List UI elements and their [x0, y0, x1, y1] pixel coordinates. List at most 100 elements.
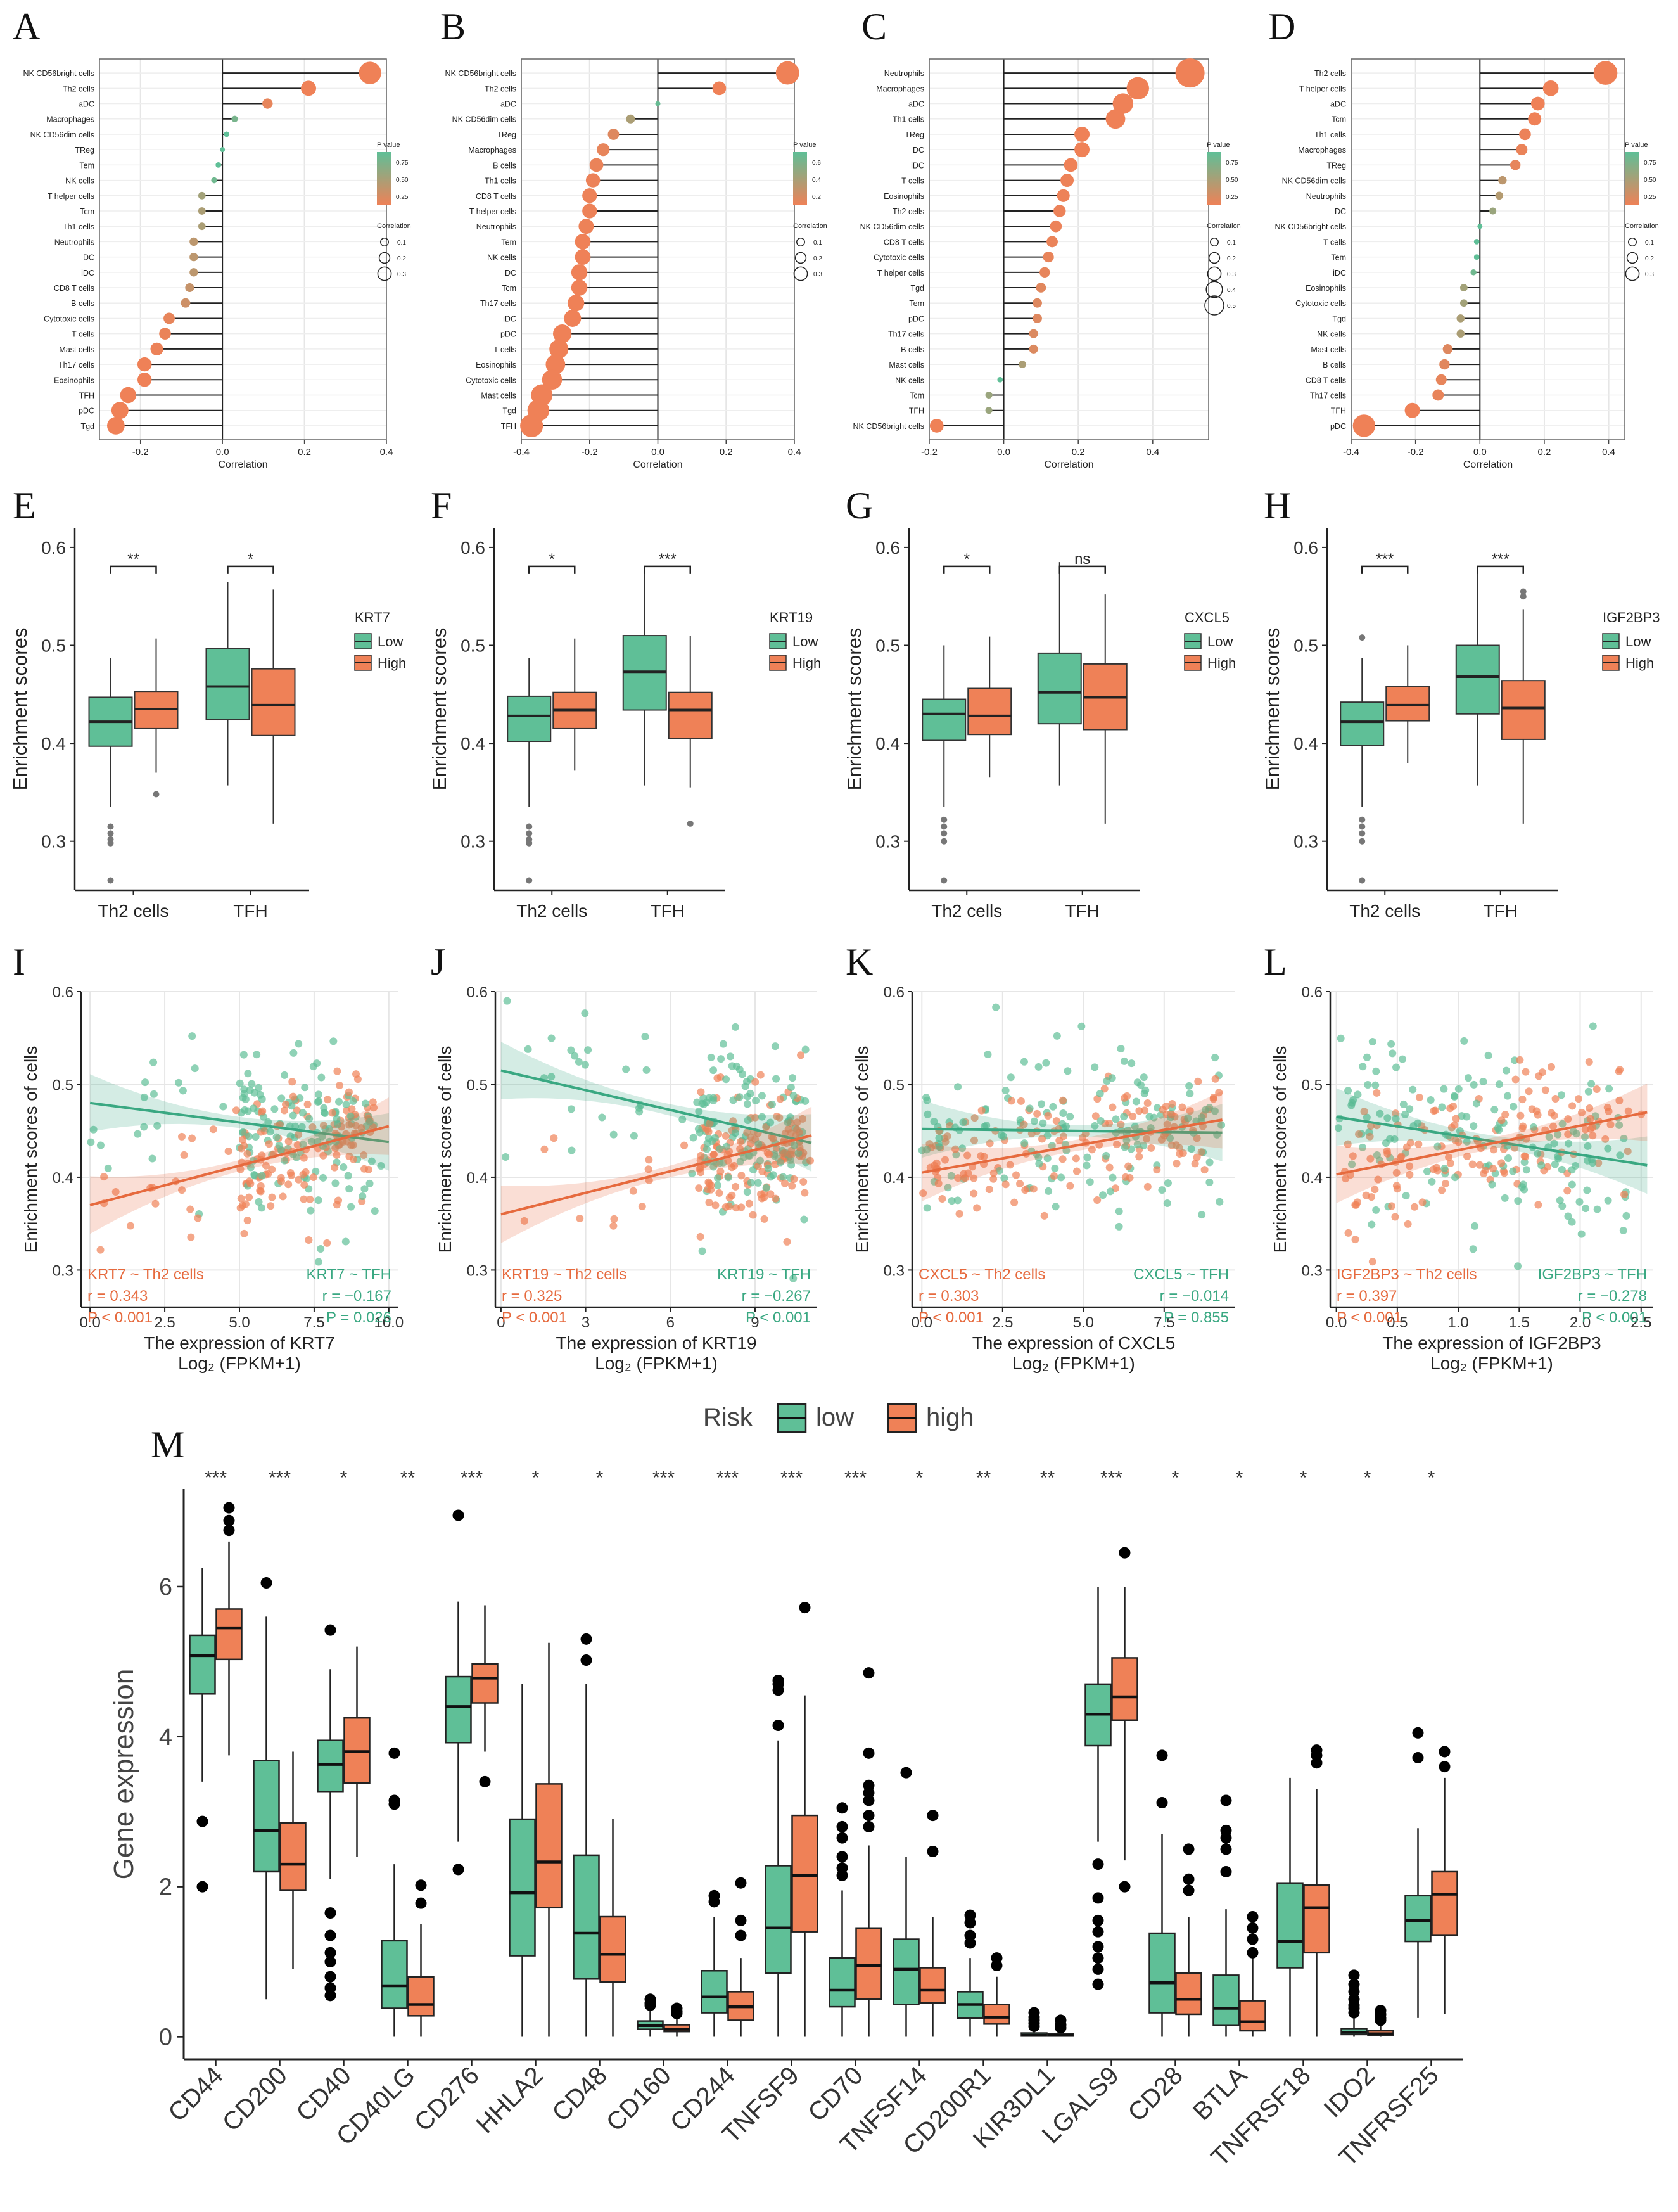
scatter-point-low — [1577, 1230, 1586, 1238]
legend-tick-label: 0.75 — [396, 160, 409, 167]
x-tick-label: 0.0 — [216, 447, 229, 457]
scatter-point-low — [1337, 1034, 1345, 1042]
scatter-point-high — [1209, 1094, 1217, 1102]
scatter-point-high — [793, 1125, 801, 1134]
legend-size-circle — [796, 238, 805, 246]
scatter-point-low — [1376, 1109, 1384, 1118]
y-tick-label: NK CD56bright cells — [853, 422, 924, 431]
scatter-point-low — [922, 1094, 931, 1102]
scatter-point-low — [1550, 1139, 1558, 1148]
scatter-point-low — [609, 1130, 618, 1139]
panel-label-F: F — [431, 485, 452, 527]
y-tick-label: Cytotoxic cells — [466, 376, 516, 385]
scatter-point-high — [1079, 1134, 1087, 1142]
lollipop-panel-B: NK CD56bright cells Th2 cells aDC NK CD56di… — [445, 58, 827, 470]
stat-r-low: r = −0.014 — [1160, 1288, 1229, 1305]
legend-title: Correlation — [1625, 222, 1659, 230]
scatter-point-high — [1058, 1155, 1067, 1163]
scatter-point-low — [1501, 1194, 1509, 1202]
box-outlier — [1092, 1941, 1104, 1953]
scatter-point-low — [947, 1172, 955, 1180]
y-tick-label: NK CD56bright cells — [1274, 222, 1346, 231]
y-tick-label: Macrophages — [876, 84, 924, 93]
legend-title: Risk — [703, 1403, 753, 1431]
scatter-point-high — [951, 1145, 960, 1153]
y-tick-label: TFH — [501, 422, 516, 431]
scatter-point-low — [340, 1163, 348, 1171]
scatter-point-high — [730, 1161, 739, 1170]
panel-label-K: K — [846, 941, 873, 983]
x-tick-label: 0.2 — [720, 447, 733, 457]
y-tick-label: pDC — [908, 314, 924, 323]
scatter-point-low — [255, 1198, 263, 1206]
scatter-point-high — [1167, 1110, 1176, 1118]
x-tick-label: 0.0 — [651, 447, 664, 457]
scatter-point-high — [1052, 1117, 1060, 1125]
legend-label-low: low — [816, 1403, 854, 1431]
lollipop-dot — [1442, 344, 1453, 354]
scatter-point-low — [1108, 1074, 1116, 1082]
significance-label: *** — [659, 551, 677, 568]
scatter-point-high — [1589, 1132, 1597, 1140]
scatter-point-low — [1368, 1220, 1376, 1229]
scatter-point-high — [540, 1145, 549, 1153]
box-low — [509, 1818, 536, 1957]
legend-title: P value — [1625, 141, 1648, 149]
scatter-point-high — [240, 1229, 248, 1237]
y-tick-label: Neutrophils — [54, 238, 94, 246]
scatter-point-high — [1105, 1163, 1114, 1172]
scatter-point-low — [935, 1134, 943, 1142]
scatter-point-low — [272, 1133, 281, 1141]
scatter-point-high — [737, 1172, 746, 1180]
y-tick-label: Tgd — [80, 422, 94, 431]
scatter-point-low — [313, 1059, 321, 1068]
scatter-point-low — [281, 1156, 289, 1165]
scatter-point-low — [1102, 1151, 1110, 1160]
scatter-point-high — [550, 1134, 558, 1142]
scatter-point-low — [1131, 1122, 1139, 1130]
scatter-point-high — [364, 1165, 372, 1173]
scatter-point-high — [1135, 1153, 1143, 1161]
y-axis-title: Enrichment scores of cells — [852, 1046, 872, 1253]
legend-tick-label: 0.2 — [813, 255, 822, 262]
scatter-point-high — [236, 1204, 245, 1212]
scatter-point-low — [1112, 1115, 1120, 1123]
box-outlier — [1092, 1952, 1104, 1964]
y-tick-label: Cytotoxic cells — [44, 314, 94, 323]
scatter-point-low — [1522, 1166, 1530, 1174]
scatter-point-low — [1460, 1037, 1468, 1045]
scatter-point-high — [919, 1189, 927, 1198]
significance-label: ** — [1040, 1467, 1055, 1488]
y-tick-label: TReg — [1326, 161, 1346, 170]
scatter-point-low — [752, 1096, 760, 1104]
y-tick-label: 0.3 — [1302, 1262, 1323, 1279]
scatter-point-low — [1387, 1040, 1395, 1048]
box-outlier — [644, 1999, 656, 2011]
y-tick-label: Mast cells — [889, 361, 924, 369]
x-tick-label: -0.2 — [1408, 447, 1424, 457]
scatter-point-high — [300, 1180, 308, 1189]
lollipop-dot — [189, 252, 198, 262]
scatter-point-high — [1589, 1123, 1597, 1132]
scatter-point-high — [705, 1198, 713, 1206]
y-tick-label: 0.4 — [884, 1170, 905, 1187]
legend-tick-label: 0.1 — [1227, 240, 1236, 246]
scatter-point-low — [1584, 1087, 1592, 1096]
scatter-point-low — [89, 1125, 98, 1134]
lollipop-dot — [189, 268, 198, 277]
legend-tick-label: 0.4 — [1227, 287, 1236, 294]
stat-r-low: r = −0.167 — [322, 1288, 391, 1305]
y-tick-label: Mast cells — [1311, 345, 1346, 354]
y-tick-label: 0.6 — [875, 538, 900, 558]
y-tick-label: Cytotoxic cells — [1295, 299, 1346, 308]
y-tick-label: NK CD56dim cells — [860, 222, 924, 231]
scatter-point-high — [711, 1201, 720, 1210]
scatter-point-low — [1083, 1153, 1091, 1161]
scatter-point-low — [1007, 1073, 1015, 1082]
y-tick-label: Th1 cells — [485, 177, 516, 186]
stat-p-high: P < 0.001 — [87, 1309, 153, 1326]
legend-tick-label: 0.2 — [812, 194, 821, 201]
box-outlier — [1055, 2022, 1067, 2034]
scatter-point-low — [1368, 1038, 1376, 1046]
scatter-point-high — [973, 1204, 981, 1212]
